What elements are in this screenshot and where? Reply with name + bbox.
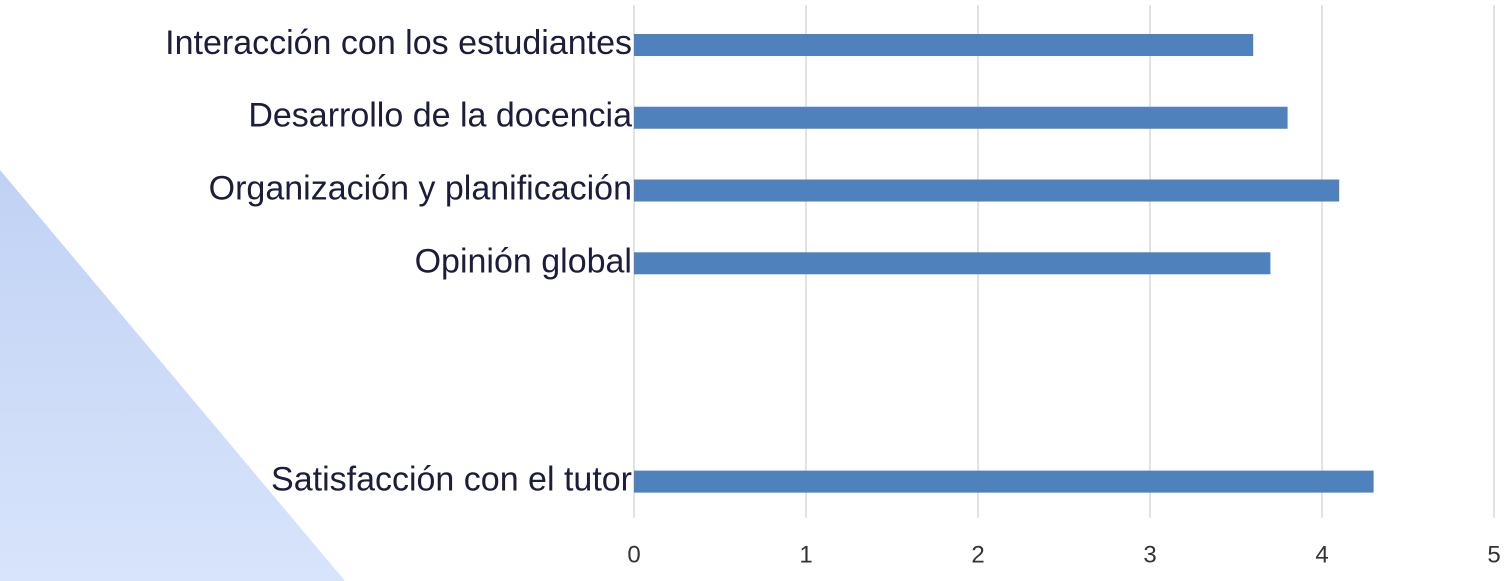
y-tick-label: Organización y planificación bbox=[209, 170, 632, 208]
bar bbox=[634, 33, 1254, 56]
bar bbox=[634, 470, 1374, 493]
x-tick-label: 2 bbox=[971, 541, 984, 568]
bar bbox=[634, 179, 1340, 202]
x-tick-label: 4 bbox=[1315, 541, 1328, 568]
x-tick-label: 0 bbox=[627, 541, 640, 568]
bar bbox=[634, 252, 1271, 275]
y-tick-label: Opinión global bbox=[415, 242, 632, 280]
x-tick-label: 3 bbox=[1143, 541, 1156, 568]
y-tick-label: Satisfacción con el tutor bbox=[271, 461, 632, 499]
bar bbox=[634, 106, 1288, 129]
x-tick-label: 5 bbox=[1487, 541, 1500, 568]
x-tick-label: 1 bbox=[799, 541, 812, 568]
y-tick-label: Interacción con los estudiantes bbox=[165, 24, 632, 62]
background-shape bbox=[0, 170, 345, 581]
marks: Interacción con los estudiantes Desarroll… bbox=[165, 24, 1374, 499]
y-tick-label: Desarrollo de la docencia bbox=[248, 97, 632, 135]
